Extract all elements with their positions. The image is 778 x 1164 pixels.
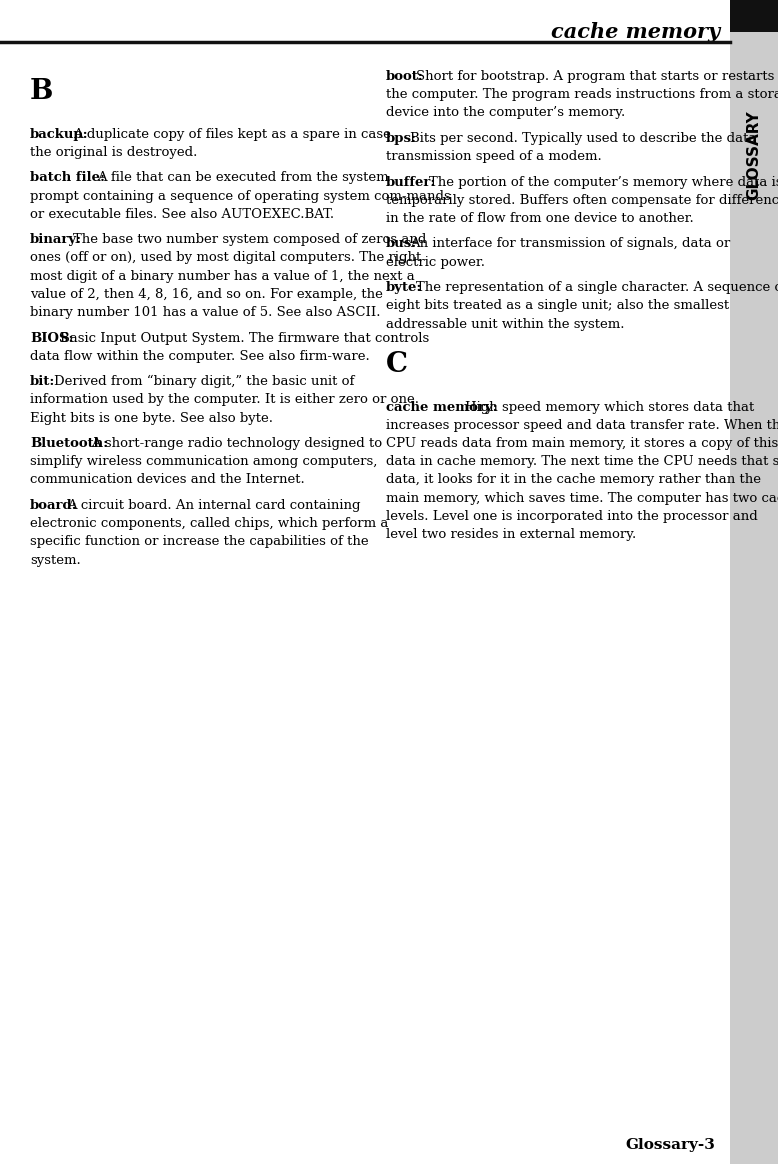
Text: prompt containing a sequence of operating system com-mands: prompt containing a sequence of operatin…	[30, 190, 450, 203]
Text: most digit of a binary number has a value of 1, the next a: most digit of a binary number has a valu…	[30, 270, 415, 283]
Text: electric power.: electric power.	[386, 256, 485, 269]
Text: cache memory: cache memory	[551, 22, 720, 42]
Text: specific function or increase the capabilities of the: specific function or increase the capabi…	[30, 535, 369, 548]
Text: Glossary-3: Glossary-3	[626, 1138, 715, 1152]
Text: batch file:: batch file:	[30, 171, 105, 184]
Text: Basic Input Output System. The firmware that controls: Basic Input Output System. The firmware …	[61, 332, 429, 345]
Text: communication devices and the Internet.: communication devices and the Internet.	[30, 474, 305, 487]
Text: B: B	[30, 78, 54, 105]
Text: bps:: bps:	[386, 132, 417, 144]
Bar	[730, 0, 778, 1164]
Text: cache memory:: cache memory:	[386, 400, 498, 413]
Text: Short for bootstrap. A program that starts or restarts: Short for bootstrap. A program that star…	[416, 70, 775, 83]
Text: A file that can be executed from the system: A file that can be executed from the sys…	[97, 171, 389, 184]
Text: binary number 101 has a value of 5. See also ASCII.: binary number 101 has a value of 5. See …	[30, 306, 380, 319]
Text: buffer:: buffer:	[386, 176, 436, 189]
Text: bit:: bit:	[30, 375, 55, 389]
Text: The portion of the computer’s memory where data is: The portion of the computer’s memory whe…	[429, 176, 778, 189]
Text: GLOSSARY: GLOSSARY	[747, 111, 762, 200]
Text: C: C	[386, 352, 408, 378]
Text: temporarily stored. Buffers often compensate for differences: temporarily stored. Buffers often compen…	[386, 193, 778, 207]
Text: Bits per second. Typically used to describe the data: Bits per second. Typically used to descr…	[411, 132, 757, 144]
Text: data, it looks for it in the cache memory rather than the: data, it looks for it in the cache memor…	[386, 474, 761, 487]
Text: High speed memory which stores data that: High speed memory which stores data that	[465, 400, 755, 413]
Text: BIOS:: BIOS:	[30, 332, 73, 345]
Text: The base two number system composed of zeros and: The base two number system composed of z…	[72, 233, 426, 247]
Text: board:: board:	[30, 499, 78, 512]
Text: Eight bits is one byte. See also byte.: Eight bits is one byte. See also byte.	[30, 412, 273, 425]
Text: backup:: backup:	[30, 128, 89, 141]
Text: main memory, which saves time. The computer has two cache: main memory, which saves time. The compu…	[386, 491, 778, 505]
Text: boot:: boot:	[386, 70, 424, 83]
Text: An interface for transmission of signals, data or: An interface for transmission of signals…	[411, 237, 731, 250]
Text: information used by the computer. It is either zero or one.: information used by the computer. It is …	[30, 393, 419, 406]
Text: CPU reads data from main memory, it stores a copy of this: CPU reads data from main memory, it stor…	[386, 436, 778, 450]
Text: levels. Level one is incorporated into the processor and: levels. Level one is incorporated into t…	[386, 510, 758, 523]
Text: system.: system.	[30, 554, 81, 567]
Text: in the rate of flow from one device to another.: in the rate of flow from one device to a…	[386, 212, 694, 225]
Text: electronic components, called chips, which perform a: electronic components, called chips, whi…	[30, 517, 388, 530]
Text: simplify wireless communication among computers,: simplify wireless communication among co…	[30, 455, 377, 468]
Text: A circuit board. An internal card containing: A circuit board. An internal card contai…	[67, 499, 360, 512]
Text: level two resides in external memory.: level two resides in external memory.	[386, 528, 636, 541]
Text: data flow within the computer. See also firm-ware.: data flow within the computer. See also …	[30, 349, 370, 363]
Text: bus:: bus:	[386, 237, 417, 250]
Text: The representation of a single character. A sequence of: The representation of a single character…	[416, 282, 778, 294]
Text: data in cache memory. The next time the CPU needs that same: data in cache memory. The next time the …	[386, 455, 778, 468]
Text: Derived from “binary digit,” the basic unit of: Derived from “binary digit,” the basic u…	[54, 375, 355, 389]
Text: byte:: byte:	[386, 282, 422, 294]
Text: addressable unit within the system.: addressable unit within the system.	[386, 318, 625, 331]
Text: eight bits treated as a single unit; also the smallest: eight bits treated as a single unit; als…	[386, 299, 729, 312]
Bar	[730, 0, 778, 31]
Text: A duplicate copy of files kept as a spare in case: A duplicate copy of files kept as a spar…	[72, 128, 391, 141]
Text: binary:: binary:	[30, 233, 82, 247]
Text: the original is destroyed.: the original is destroyed.	[30, 146, 198, 158]
Text: ones (off or on), used by most digital computers. The right: ones (off or on), used by most digital c…	[30, 251, 421, 264]
Text: value of 2, then 4, 8, 16, and so on. For example, the: value of 2, then 4, 8, 16, and so on. Fo…	[30, 288, 383, 300]
Text: device into the computer’s memory.: device into the computer’s memory.	[386, 106, 626, 120]
Text: the computer. The program reads instructions from a storage: the computer. The program reads instruct…	[386, 88, 778, 101]
Text: or executable files. See also AUTOEXEC.BAT.: or executable files. See also AUTOEXEC.B…	[30, 207, 334, 221]
Text: A short-range radio technology designed to: A short-range radio technology designed …	[91, 436, 382, 450]
Text: increases processor speed and data transfer rate. When the: increases processor speed and data trans…	[386, 419, 778, 432]
Text: Bluetooth:: Bluetooth:	[30, 436, 108, 450]
Text: transmission speed of a modem.: transmission speed of a modem.	[386, 150, 601, 163]
